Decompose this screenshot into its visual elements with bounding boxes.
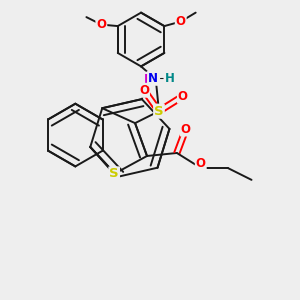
Text: O: O <box>139 84 149 97</box>
Text: O: O <box>181 123 191 136</box>
Text: F: F <box>144 73 152 86</box>
Text: O: O <box>176 15 186 28</box>
Text: O: O <box>96 18 106 31</box>
Text: O: O <box>196 157 206 170</box>
Text: N: N <box>148 72 158 85</box>
Text: O: O <box>178 90 188 103</box>
Text: H: H <box>164 72 174 85</box>
Text: S: S <box>110 167 119 180</box>
Text: S: S <box>154 105 164 118</box>
